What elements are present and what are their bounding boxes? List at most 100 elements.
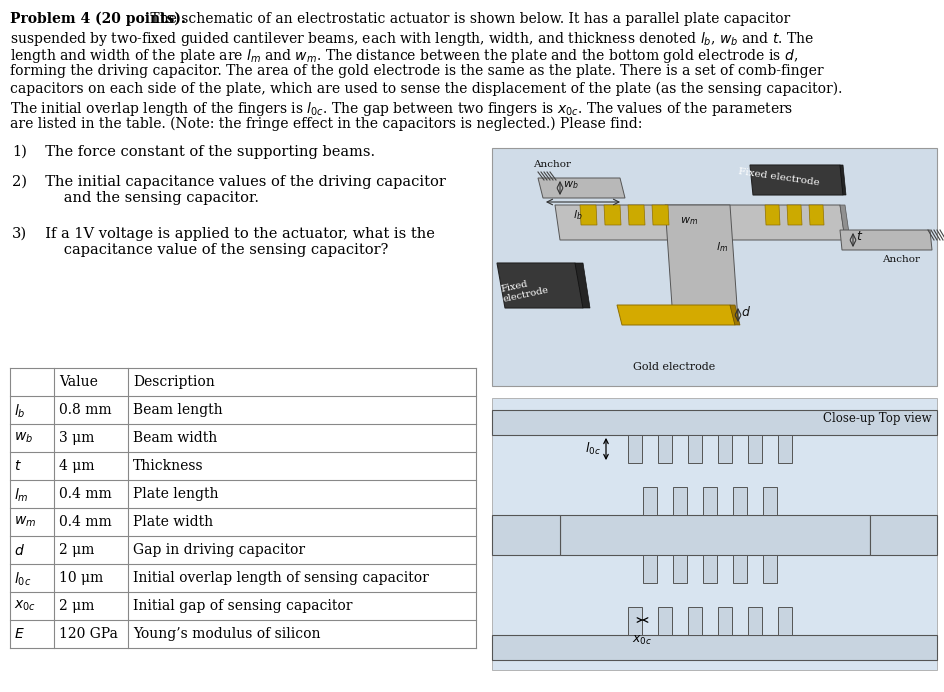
Text: $x_{0c}$: $x_{0c}$ [14,599,36,613]
Text: $t$: $t$ [855,230,863,244]
Bar [733,487,746,515]
Text: forming the driving capacitor. The area of the gold electrode is the same as the: forming the driving capacitor. The area … [10,64,823,78]
Text: The schematic of an electrostatic actuator is shown below. It has a parallel pla: The schematic of an electrostatic actuat… [145,12,789,26]
Bar [702,555,716,583]
Polygon shape [808,205,823,225]
Bar [657,607,671,635]
Text: $x_{0c}$: $x_{0c}$ [632,634,651,647]
Polygon shape [616,305,734,325]
Bar [492,635,936,660]
Text: 0.8 mm: 0.8 mm [59,403,111,417]
Bar [748,607,761,635]
Polygon shape [665,205,737,320]
Text: Beam length: Beam length [133,403,223,417]
Text: Initial gap of sensing capacitor: Initial gap of sensing capacitor [133,599,352,613]
Bar [762,555,776,583]
Polygon shape [537,178,624,198]
Text: 4 μm: 4 μm [59,459,94,473]
Text: 2 μm: 2 μm [59,543,94,557]
Text: Anchor: Anchor [532,160,570,169]
Text: The force constant of the supporting beams.: The force constant of the supporting bea… [36,145,375,159]
Polygon shape [628,205,645,225]
Text: Anchor: Anchor [881,255,919,264]
Text: Initial overlap length of sensing capacitor: Initial overlap length of sensing capaci… [133,571,429,585]
Text: 120 GPa: 120 GPa [59,627,118,641]
Bar [762,487,776,515]
Polygon shape [839,205,849,240]
Polygon shape [574,263,589,308]
Text: capacitors on each side of the plate, which are used to sense the displacement o: capacitors on each side of the plate, wh… [10,82,841,96]
Bar [560,515,869,555]
Bar [672,555,686,583]
Polygon shape [839,230,931,250]
Text: $l_{0c}$: $l_{0c}$ [584,441,600,457]
Text: $E$: $E$ [14,627,25,641]
Polygon shape [497,263,582,308]
Text: Problem 4 (20 points).: Problem 4 (20 points). [10,12,186,26]
Bar [687,435,701,463]
Text: The initial capacitance values of the driving capacitor
      and the sensing ca: The initial capacitance values of the dr… [36,175,446,206]
Bar [628,607,641,635]
Bar [717,607,732,635]
Text: Plate length: Plate length [133,487,218,501]
Bar [628,435,641,463]
Polygon shape [651,205,668,225]
Bar [672,487,686,515]
Bar [748,435,761,463]
Text: $l_b$: $l_b$ [573,208,582,222]
Text: $t$: $t$ [14,459,22,473]
Text: Fixed
electrode: Fixed electrode [499,275,549,304]
Bar [657,435,671,463]
Polygon shape [729,305,739,325]
Text: If a 1V voltage is applied to the actuator, what is the
      capacitance value : If a 1V voltage is applied to the actuat… [36,227,434,257]
Polygon shape [786,205,801,225]
Text: 3): 3) [12,227,27,241]
Text: $w_b$: $w_b$ [563,179,578,191]
Text: length and width of the plate are $l_m$ and $w_m$. The distance between the plat: length and width of the plate are $l_m$ … [10,47,798,65]
Text: 2 μm: 2 μm [59,599,94,613]
Bar [869,515,936,555]
Bar [492,148,936,386]
Text: Young’s modulus of silicon: Young’s modulus of silicon [133,627,320,641]
Bar [687,607,701,635]
Bar [702,487,716,515]
Bar [777,435,791,463]
Polygon shape [554,205,844,240]
Bar [642,487,656,515]
Text: Beam width: Beam width [133,431,217,445]
Text: $w_b$: $w_b$ [14,431,33,446]
Text: $w_m$: $w_m$ [680,215,698,227]
Bar [492,410,936,435]
Text: Gold electrode: Gold electrode [632,362,715,372]
Bar [717,435,732,463]
Text: The initial overlap length of the fingers is $l_{0c}$. The gap between two finge: The initial overlap length of the finger… [10,100,792,118]
Text: $l_b$: $l_b$ [14,403,25,421]
Bar [492,398,936,670]
Polygon shape [765,205,779,225]
Text: 1): 1) [12,145,26,159]
Bar [733,555,746,583]
Text: Gap in driving capacitor: Gap in driving capacitor [133,543,305,557]
Polygon shape [580,205,597,225]
Text: Thickness: Thickness [133,459,203,473]
Text: $l_m$: $l_m$ [716,240,727,254]
Bar [492,515,560,555]
Text: Description: Description [133,375,214,389]
Text: suspended by two-fixed guided cantilever beams, each with length, width, and thi: suspended by two-fixed guided cantilever… [10,30,813,48]
Text: Value: Value [59,375,98,389]
Polygon shape [750,165,842,195]
Text: 0.4 mm: 0.4 mm [59,487,111,501]
Bar [642,555,656,583]
Text: 3 μm: 3 μm [59,431,94,445]
Text: $w_m$: $w_m$ [14,515,36,529]
Text: 0.4 mm: 0.4 mm [59,515,111,529]
Polygon shape [603,205,620,225]
Text: $d$: $d$ [740,305,750,319]
Text: $d$: $d$ [14,543,25,558]
Text: Plate width: Plate width [133,515,213,529]
Text: are listed in the table. (Note: the fringe effect in the capacitors is neglected: are listed in the table. (Note: the frin… [10,117,642,131]
Bar [777,607,791,635]
Text: 2): 2) [12,175,27,189]
Text: Close-up Top view: Close-up Top view [822,412,931,425]
Text: $l_m$: $l_m$ [14,487,28,504]
